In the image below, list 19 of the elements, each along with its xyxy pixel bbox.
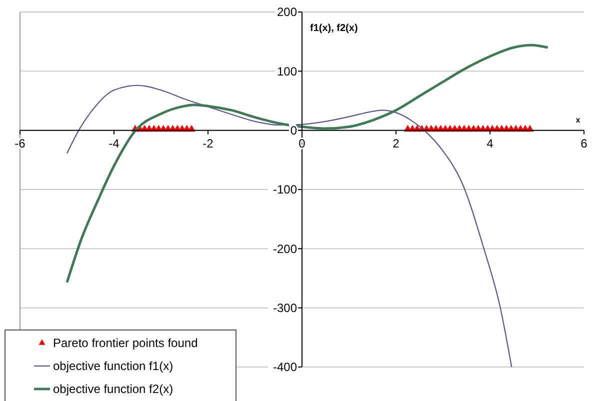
x-tick-label: -6 <box>14 136 26 150</box>
legend-label: objective function f2(x) <box>53 382 174 396</box>
legend-label: objective function f1(x) <box>53 359 174 374</box>
y-tick-label: 100 <box>276 64 298 78</box>
y-tick-label: 0 <box>290 124 298 138</box>
x-tick-label: 6 <box>580 136 588 150</box>
y-axis-title: f1(x), f2(x) <box>310 23 358 34</box>
y-tick-label: -400 <box>272 360 298 374</box>
line-series <box>66 44 550 284</box>
x-tick-label: -4 <box>108 136 120 150</box>
x-axis-title: x <box>576 115 581 124</box>
x-tick-label: -2 <box>202 136 214 150</box>
x-tick-label: 4 <box>486 136 494 150</box>
y-tick-label: -200 <box>272 242 298 256</box>
legend-label: Pareto frontier points found <box>53 336 198 350</box>
y-tick-label: -300 <box>272 301 298 316</box>
y-tick-label: -100 <box>272 182 298 197</box>
x-tick-label: 2 <box>392 136 400 150</box>
y-tick-label: 200 <box>276 5 298 20</box>
